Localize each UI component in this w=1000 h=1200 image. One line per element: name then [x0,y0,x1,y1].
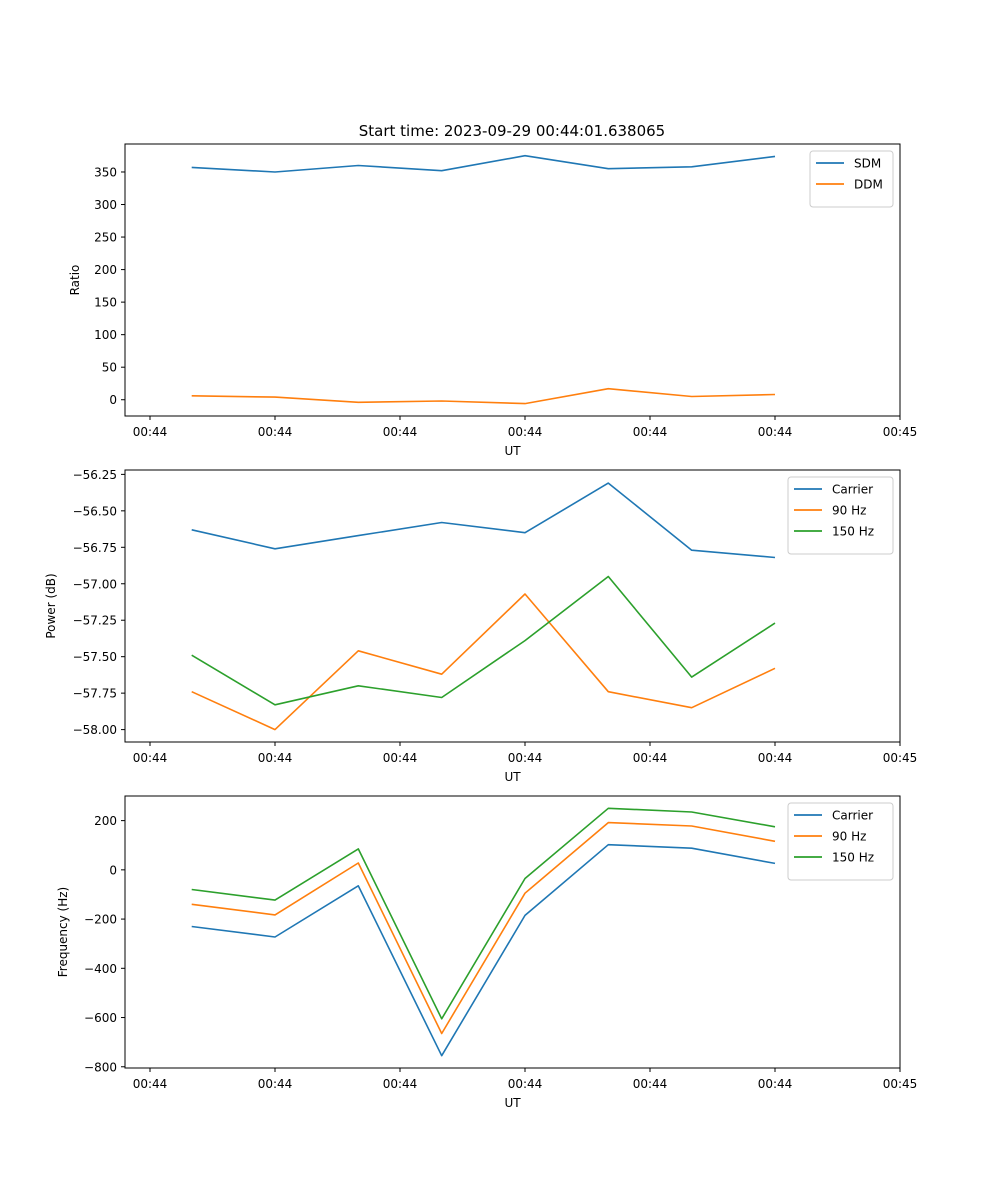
y-tick-label: −57.75 [73,687,117,701]
y-tick-label: −57.00 [73,577,117,591]
x-tick-label: 00:44 [508,751,543,765]
x-tick-label: 00:44 [758,751,793,765]
legend-label-sdm: SDM [854,157,881,171]
y-axis-label: Power (dB) [44,573,58,638]
chart-panels: 00:44 00:44 00:44 00:44 00:44 00:44 00:45 0 50 10… [44,143,918,1110]
x-tick-label: 00:44 [133,425,168,439]
x-tick-label: 00:44 [258,425,293,439]
y-tick-label: −56.25 [73,468,117,482]
x-tick-label: 00:44 [383,1077,418,1091]
legend: SDM DDM [809,150,894,208]
legend-label-carrier: Carrier [832,809,873,823]
chart-panel-2: 00:44 00:44 00:44 00:44 00:44 00:44 00:45 −58.0… [44,468,917,784]
y-tick-label: −56.75 [73,541,117,555]
y-tick-label: 250 [94,231,117,245]
x-axis-label: UT [504,444,521,458]
y-axis-label: Frequency (Hz) [56,887,70,978]
legend-box [787,476,894,555]
x-tick-label: 00:45 [883,425,918,439]
axes-frame [124,143,901,417]
y-tick-label: 200 [94,263,117,277]
chart-panel-3: 00:44 00:44 00:44 00:44 00:44 00:44 00:45 −800 −… [56,795,918,1110]
x-tick-label: 00:44 [258,1077,293,1091]
y-tick-label: 300 [94,198,117,212]
x-tick-label: 00:44 [633,751,668,765]
legend-box [809,150,894,208]
legend: Carrier 90 Hz 150 Hz [787,802,894,881]
legend-box [787,802,894,881]
y-tick-label: −58.00 [73,723,117,737]
legend-label-90-hz: 90 Hz [832,830,866,844]
x-tick-label: 00:44 [758,425,793,439]
legend-label-150-hz: 150 Hz [832,851,874,865]
figure-title: Start time: 2023-09-29 00:44:01.638065 [359,122,665,140]
series-line-90-hz [191,821,776,1035]
x-tick-label: 00:44 [633,1077,668,1091]
series-line-carrier [191,843,776,1057]
y-tick-label: −800 [84,1060,117,1074]
x-tick-label: 00:44 [133,751,168,765]
y-axis-label: Ratio [68,265,82,296]
legend-label-carrier: Carrier [832,483,873,497]
y-tick-label: 0 [109,393,117,407]
x-tick-label: 00:44 [508,425,543,439]
x-axis-label: UT [504,1096,521,1110]
x-axis-label: UT [504,770,521,784]
x-tick-label: 00:44 [383,751,418,765]
x-tick-label: 00:44 [383,425,418,439]
series-line-150-hz [191,575,776,706]
y-tick-label: −200 [84,913,117,927]
y-tick-label: 150 [94,296,117,310]
y-tick-label: 350 [94,165,117,179]
x-tick-label: 00:44 [508,1077,543,1091]
chart-panel-1: 00:44 00:44 00:44 00:44 00:44 00:44 00:45 0 50 10… [68,143,918,458]
axes-frame [124,795,901,1069]
x-tick-label: 00:45 [883,751,918,765]
series-line-carrier [191,482,776,559]
y-tick-label: −57.25 [73,614,117,628]
y-tick-label: −57.50 [73,650,117,664]
x-tick-label: 00:44 [133,1077,168,1091]
x-tick-label: 00:44 [258,751,293,765]
x-tick-label: 00:44 [633,425,668,439]
y-tick-label: −56.50 [73,504,117,518]
x-tick-label: 00:45 [883,1077,918,1091]
y-tick-label: 50 [102,361,117,375]
y-tick-label: 100 [94,328,117,342]
legend: Carrier 90 Hz 150 Hz [787,476,894,555]
y-tick-label: 200 [94,814,117,828]
legend-label-ddm: DDM [854,178,883,192]
y-tick-label: 0 [109,863,117,877]
y-tick-label: −400 [84,962,117,976]
legend-label-90-hz: 90 Hz [832,504,866,518]
legend-label-150-hz: 150 Hz [832,525,874,539]
series-line-ddm [191,387,776,405]
series-line-sdm [191,154,776,173]
axes-frame [124,469,901,743]
x-tick-label: 00:44 [758,1077,793,1091]
y-tick-label: −600 [84,1011,117,1025]
series-line-150-hz [191,807,776,1020]
series-line-90-hz [191,593,776,731]
